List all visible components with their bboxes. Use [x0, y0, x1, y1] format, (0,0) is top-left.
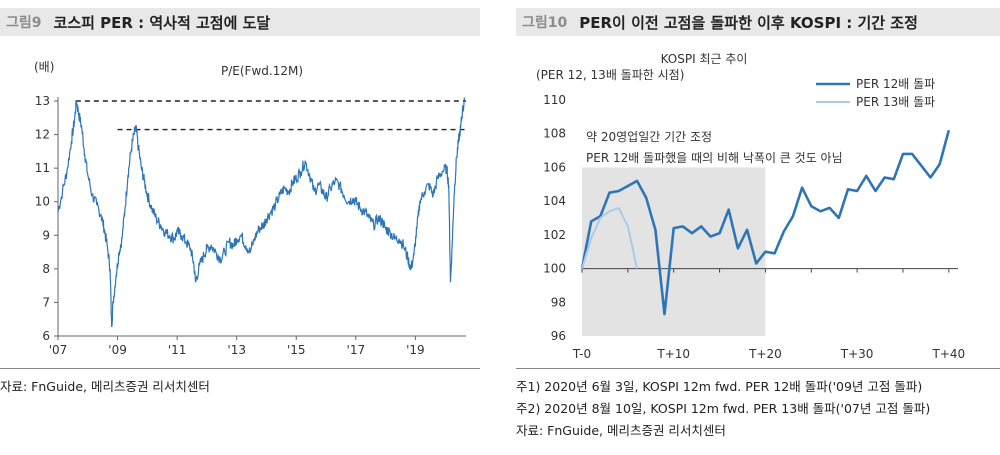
x-tick-label: T+10 [656, 347, 690, 361]
consolidation-shaded-region [582, 167, 766, 336]
y-tick-label: 9 [42, 228, 50, 242]
y-tick-label: 12 [35, 128, 50, 142]
y-axis-unit-label: (배) [34, 60, 54, 74]
x-tick-label: T+20 [748, 347, 782, 361]
y-tick-label: 96 [551, 329, 566, 343]
chart-title: KOSPI 최근 추이 [661, 52, 748, 66]
figure-9-panel: 그림9 코스피 PER : 역사적 고점에 도달 (배) P/E(Fwd.12M)… [0, 0, 480, 455]
per13-series-line [581, 206, 638, 269]
figure-10-panel: 그림10 PER이 이전 고점을 돌파한 이후 KOSPI : 기간 조정 KO… [516, 0, 1000, 455]
y-tick-label: 10 [35, 195, 50, 209]
y-tick-label: 108 [543, 127, 566, 141]
per12-series-line [580, 129, 951, 316]
figure-9-source: 자료: FnGuide, 메리츠증권 리서치센터 [0, 379, 210, 394]
x-tick-label: '19 [406, 343, 425, 357]
kospi-per-chart: (배) P/E(Fwd.12M) 6 7 8 9 10 11 12 13 '07 '09 '11 '13 '… [34, 60, 466, 357]
figure-9-number: 그림9 [6, 15, 42, 31]
x-tick-label: '13 [227, 343, 246, 357]
x-tick-label: T-0 [572, 347, 591, 361]
figure-10-divider [516, 368, 1000, 369]
figure-10-note-1: 주1) 2020년 6월 3일, KOSPI 12m fwd. PER 12배 … [516, 379, 923, 394]
x-tick-label: T+40 [932, 347, 966, 361]
figure-10-title: PER이 이전 고점을 돌파한 이후 KOSPI : 기간 조정 [579, 13, 918, 32]
legend-label: PER 12배 돌파 [856, 77, 935, 91]
figure-9-divider [0, 368, 480, 369]
x-tick-label: '07 [49, 343, 68, 357]
per-series-line [57, 97, 466, 328]
figure-10-note-2: 주2) 2020년 8월 10일, KOSPI 12m fwd. PER 13배… [516, 401, 931, 416]
y-tick-label: 11 [35, 161, 50, 175]
y-tick-label: 104 [543, 194, 566, 208]
y-tick-label: 13 [35, 94, 50, 108]
legend-label: PER 13배 돌파 [856, 95, 935, 109]
x-tick-label: '09 [108, 343, 127, 357]
y-axis-caption: (PER 12, 13배 돌파한 시점) [536, 68, 684, 82]
y-tick-label: 6 [42, 329, 50, 343]
figure-10-number: 그림10 [522, 15, 568, 31]
figure-10-source: 자료: FnGuide, 메리츠증권 리서치센터 [516, 423, 726, 438]
y-tick-label: 8 [42, 262, 50, 276]
figure-9-title: 코스피 PER : 역사적 고점에 도달 [53, 13, 271, 32]
y-tick-label: 100 [543, 262, 566, 276]
x-tick-label: '17 [347, 343, 366, 357]
x-tick-label: T+30 [840, 347, 874, 361]
figure-10-title-bar: 그림10 PER이 이전 고점을 돌파한 이후 KOSPI : 기간 조정 [516, 8, 1000, 36]
annotation-line-1: 약 20영업일간 기간 조정 [586, 129, 712, 144]
x-tick-label: '15 [287, 343, 306, 357]
kospi-trend-chart: KOSPI 최근 추이 (PER 12, 13배 돌파한 시점) 약 20영업일간 … [536, 52, 966, 361]
y-tick-label: 7 [42, 295, 50, 309]
annotation-line-2: PER 12배 돌파했을 때의 비해 낙폭이 큰 것도 아님 [586, 151, 843, 165]
x-tick-label: '11 [168, 343, 187, 357]
figure-9-title-bar: 그림9 코스피 PER : 역사적 고점에 도달 [0, 8, 480, 36]
y-tick-label: 98 [551, 295, 566, 309]
y-tick-label: 110 [543, 93, 566, 107]
y-tick-label: 106 [543, 160, 566, 174]
y-tick-label: 102 [543, 228, 566, 242]
chart-title: P/E(Fwd.12M) [221, 64, 303, 78]
